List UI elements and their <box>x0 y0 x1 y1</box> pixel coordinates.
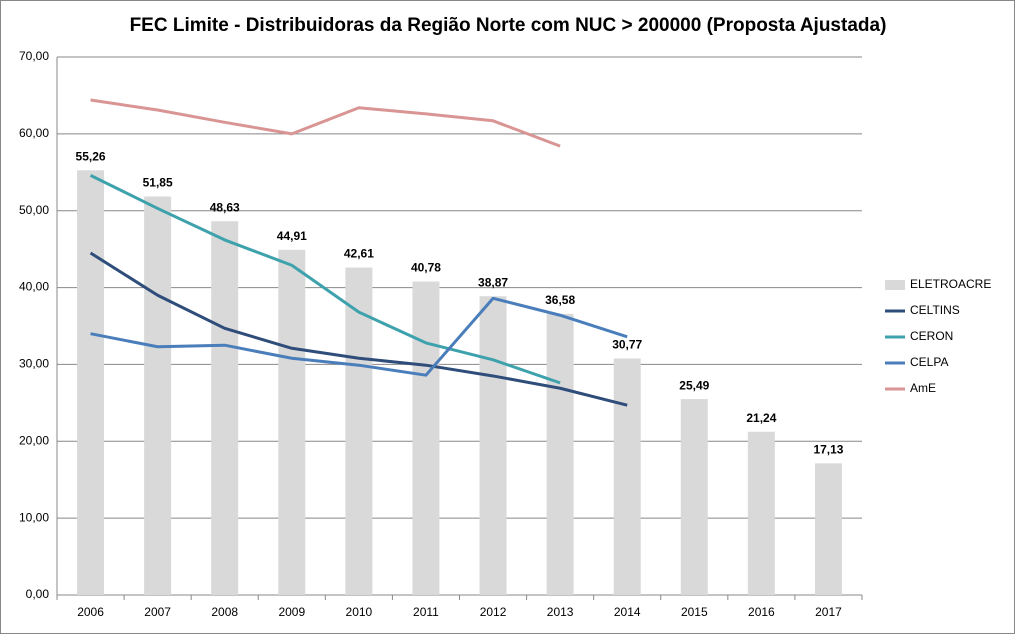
bar <box>345 267 373 595</box>
x-tick-label: 2008 <box>211 605 238 619</box>
data-label: 44,91 <box>277 229 307 243</box>
x-tick-label: 2013 <box>547 605 574 619</box>
legend-label: ELETROACRE <box>910 277 991 291</box>
chart-title: FEC Limite - Distribuidoras da Região No… <box>130 15 887 36</box>
bar <box>77 170 105 596</box>
x-tick-label: 2007 <box>144 605 171 619</box>
data-label: 36,58 <box>545 293 575 307</box>
bar <box>412 281 440 595</box>
bar <box>814 463 842 595</box>
bar <box>747 431 775 595</box>
y-tick-label: 20,00 <box>19 433 49 447</box>
line <box>90 98 561 148</box>
x-tick-label: 2011 <box>413 605 439 619</box>
x-tick-label: 2017 <box>815 605 842 619</box>
line <box>89 174 561 385</box>
data-label: 42,61 <box>344 247 374 261</box>
legend-swatch <box>885 280 905 290</box>
legend-label: CERON <box>910 329 953 343</box>
data-label: 51,85 <box>143 176 173 190</box>
x-tick-label: 2012 <box>480 605 507 619</box>
y-tick-label: 30,00 <box>19 357 49 371</box>
y-tick-label: 0,00 <box>26 587 50 601</box>
legend-label: AmE <box>910 381 936 395</box>
data-label: 40,78 <box>411 261 441 275</box>
x-tick-label: 2015 <box>681 605 708 619</box>
line <box>89 251 628 407</box>
bar <box>680 399 708 595</box>
bar <box>278 249 306 595</box>
bar <box>479 296 507 595</box>
x-tick-label: 2014 <box>614 605 641 619</box>
data-label: 55,26 <box>76 149 106 163</box>
data-label: 38,87 <box>478 275 508 289</box>
data-label: 48,63 <box>210 200 240 214</box>
x-tick-label: 2009 <box>278 605 305 619</box>
x-tick-label: 2016 <box>748 605 775 619</box>
data-label: 21,24 <box>746 411 776 425</box>
data-label: 17,13 <box>813 443 843 457</box>
x-tick-label: 2006 <box>77 605 104 619</box>
data-label: 25,49 <box>679 378 709 392</box>
y-tick-label: 60,00 <box>19 126 49 140</box>
y-tick-label: 10,00 <box>19 510 49 524</box>
legend-label: CELPA <box>910 355 948 369</box>
y-tick-label: 50,00 <box>19 203 49 217</box>
bar <box>546 313 574 595</box>
bar <box>613 358 641 595</box>
x-tick-label: 2010 <box>346 605 373 619</box>
bar <box>144 196 172 595</box>
legend-label: CELTINS <box>910 303 960 317</box>
y-tick-label: 70,00 <box>19 49 49 63</box>
bar <box>211 221 239 595</box>
y-tick-label: 40,00 <box>19 280 49 294</box>
data-label: 30,77 <box>612 338 642 352</box>
line <box>90 296 628 377</box>
